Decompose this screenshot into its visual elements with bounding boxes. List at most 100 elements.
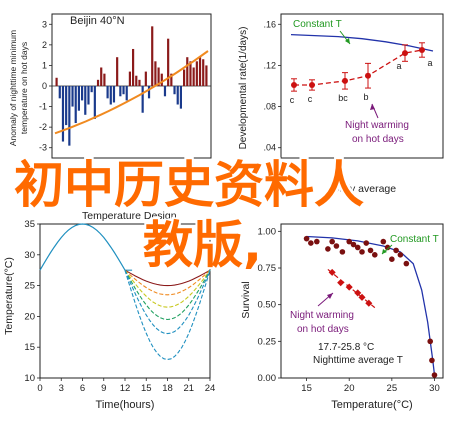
panel-c-xtick-label: 18 (162, 383, 173, 394)
panel-c-night-curve (124, 269, 211, 296)
panel-d-dot (354, 244, 361, 251)
panel-d-constant-arrowhead (382, 249, 387, 254)
panel-d-dot (325, 246, 331, 252)
panel-a-yticks: 3 2 1 0 -1 -2 -3 (39, 19, 52, 153)
panel-a-ylabel-1: Anomaly of nighttime minimum (8, 30, 18, 146)
panel-a-bar (112, 86, 116, 103)
panel-b-constant-arrowhead (345, 38, 350, 44)
panel-a-ytick-label: 3 (42, 19, 47, 29)
panel-a-bar (189, 61, 192, 86)
panel-d-frame (280, 223, 444, 379)
panel-d-yticks: 1.00 0.75 0.50 0.25 0.00 (258, 226, 281, 384)
panel-a-trend-line (54, 50, 209, 135)
panel-d-dot (363, 240, 370, 246)
panel-d-dot (403, 260, 410, 267)
panel-c-xticks: 0 3 6 9 12 15 18 21 24 (37, 378, 215, 394)
panel-a-bar (154, 61, 157, 86)
panel-d-night-point (345, 283, 353, 291)
panel-a-bar (84, 86, 87, 115)
panel-d-dot (397, 252, 404, 258)
panel-a-bar (195, 61, 198, 86)
panel-b: c c bc b a a .16 .12 .08 .04 Developmental rate(… (238, 13, 444, 195)
panel-c-ytick-label: 30 (24, 250, 35, 261)
panel-a-ytick-label: -1 (39, 102, 47, 112)
panel-a-bar (55, 77, 58, 86)
panel-a-bar (106, 86, 109, 99)
panel-a-bar (93, 86, 96, 119)
panel-d-night-point (365, 299, 373, 307)
panel-a-bar (77, 86, 80, 111)
panel-d-dot (389, 256, 395, 263)
panel-a-bar (74, 86, 77, 124)
panel-a-bar (103, 73, 106, 86)
panel-a-bar (71, 86, 74, 107)
panel-a-bar (81, 86, 84, 101)
panel-c-xlabel: Time(hours) (96, 399, 155, 411)
panel-c-day-curve (39, 223, 133, 271)
panel-c-night-curve (124, 269, 211, 308)
panel-a-bar (87, 86, 90, 105)
panel-a-bar (170, 73, 173, 86)
panel-a-bar (179, 86, 182, 109)
panel-d-night-label-2: on hot days (297, 324, 349, 335)
panel-d-night-label-1: Night warming (290, 310, 354, 321)
panel-a-bar (100, 67, 103, 86)
panel-a-bar (65, 86, 68, 126)
panel-a-bar (160, 73, 163, 86)
panel-a-bar (138, 79, 141, 86)
panel-a-ytick-label: 1 (42, 60, 47, 70)
panel-a-bar (157, 67, 160, 86)
panel-d-dot (380, 238, 387, 245)
panel-c-xtick-label: 3 (59, 383, 64, 394)
panel-d-dot (427, 338, 434, 345)
panel-c-ytick-label: 15 (24, 342, 35, 353)
panel-a-bar (61, 86, 65, 142)
panel-d-dot (333, 243, 340, 249)
panel-c-ylabel: Temperature(°C) (3, 257, 15, 335)
panel-c-ytick-label: 20 (24, 311, 35, 322)
panel-a-bar (141, 86, 144, 113)
panel-a-bar (198, 57, 202, 86)
panel-a-bar (205, 65, 208, 86)
panel-a-bar (192, 67, 195, 86)
panel-a-bar (151, 26, 154, 86)
panel-a-bar (128, 71, 131, 86)
panel-c-yticks: 35 30 25 20 15 10 (24, 219, 40, 384)
panel-d-night-arrowhead (327, 293, 333, 299)
panel-b-point-label: a (396, 61, 401, 71)
panel-a-ylabel-2: temperature on hot days (19, 42, 29, 134)
panel-d-ytick-label: 0.00 (258, 373, 277, 384)
panel-b-point-label: c (308, 94, 313, 104)
panel-d-xtick-label: 30 (429, 383, 440, 394)
panel-d-ytick-label: 0.75 (258, 263, 277, 274)
panel-b-constant-label: Constant T (293, 19, 342, 30)
panel-d-dot (339, 249, 346, 255)
panel-d-night-point (328, 268, 336, 276)
panel-a-bar (202, 59, 205, 86)
panel-b-frame (280, 13, 444, 159)
panel-d-night-points (328, 268, 373, 307)
panel-a: 3 2 1 0 -1 -2 -3 Beijin 40°N Anomaly of nightt… (8, 13, 212, 159)
panel-a-bar (122, 86, 125, 95)
panel-a-ytick-label: 0 (42, 81, 47, 91)
panel-c-frame (39, 223, 211, 379)
panel-a-bar (125, 86, 128, 101)
panel-a-title: Beijin 40°N (70, 15, 125, 27)
panel-b-ytick-label: .04 (263, 143, 276, 153)
panel-b-night-label-1: Night warming (345, 120, 409, 131)
panel-c-night-curve (124, 269, 211, 321)
panel-b-yticks: .16 .12 .08 .04 (263, 19, 281, 153)
panel-b-point (402, 50, 408, 57)
panel-c-night-curve (124, 269, 211, 335)
panel-a-bar (167, 38, 170, 86)
panel-d-dots (303, 235, 438, 378)
panel-d-xlabel: Temperature(°C) (331, 399, 412, 411)
panel-a-bar (186, 57, 189, 86)
panel-d-xtick-label: 25 (387, 383, 398, 394)
panel-b-point (309, 81, 315, 88)
panel-d-dot (308, 240, 314, 246)
panel-d-night-point (354, 289, 362, 297)
panel-d-ytick-label: 1.00 (258, 226, 277, 237)
panel-d-night-line (327, 269, 376, 309)
panel-d-night-point (358, 293, 366, 301)
